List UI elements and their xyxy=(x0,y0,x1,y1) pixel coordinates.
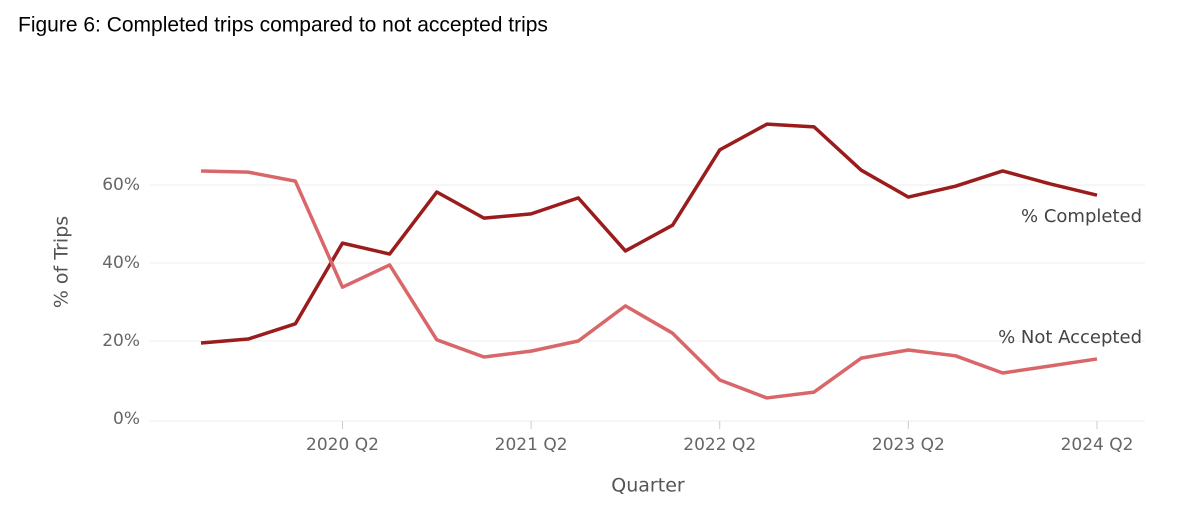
chart-title: Figure 6: Completed trips compared to no… xyxy=(18,14,548,37)
y-axis-title: % of Trips xyxy=(51,216,73,308)
x-tick-label: 2022 Q2 xyxy=(683,435,756,455)
x-tick-label: 2021 Q2 xyxy=(495,435,568,455)
x-tick-label: 2023 Q2 xyxy=(872,435,945,455)
y-tick-label: 60% xyxy=(102,175,140,195)
series-label: % Not Accepted xyxy=(998,327,1142,348)
y-tick-label: 40% xyxy=(102,253,140,273)
series-label: % Completed xyxy=(1021,206,1142,227)
y-tick-label: 0% xyxy=(113,409,140,429)
x-tick-label: 2024 Q2 xyxy=(1061,435,1134,455)
x-axis-title: Quarter xyxy=(611,475,685,497)
y-tick-label: 20% xyxy=(102,331,140,351)
line-series xyxy=(200,122,1098,345)
x-tick-label: 2020 Q2 xyxy=(306,435,379,455)
line-series xyxy=(200,169,1098,400)
